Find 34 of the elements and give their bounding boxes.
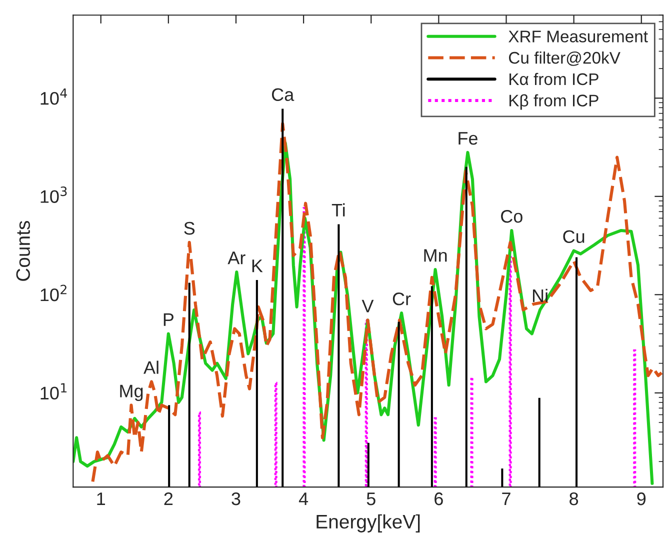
x-tick-label: 4 xyxy=(298,492,308,506)
annotation: S xyxy=(184,222,195,235)
x-tick-label: 2 xyxy=(164,492,173,506)
y-axis-title: Counts xyxy=(16,220,30,281)
annotation: Co xyxy=(501,210,522,223)
x-tick-label: 9 xyxy=(637,492,646,506)
annotation: Cr xyxy=(392,292,411,306)
annotation: K xyxy=(252,260,263,272)
x-tick-label: 1 xyxy=(97,492,105,506)
annotation: Mn xyxy=(424,249,447,262)
y-tick-label: 10$^{1}$ xyxy=(40,383,67,400)
y-tick-label: 10$^{3}$ xyxy=(40,186,67,203)
annotation: V xyxy=(362,300,374,312)
x-tick-label: 5 xyxy=(366,492,376,506)
y-tick-label: 10$^{2}$ xyxy=(40,284,66,302)
annotation: Ti xyxy=(332,203,345,216)
annotation: Fe xyxy=(458,132,478,145)
x-tick-label: 8 xyxy=(570,492,578,506)
legend-label: Kα from ICP xyxy=(510,72,598,86)
annotation: P xyxy=(164,313,174,326)
x-axis-title: Energy[keV] xyxy=(316,514,420,532)
legend-label: XRF Measurement xyxy=(508,30,648,42)
x-tick-label: 7 xyxy=(502,492,510,506)
annotation: Mg xyxy=(120,384,143,402)
x-tick-label: 3 xyxy=(232,492,240,506)
annotation: Ni xyxy=(532,288,548,302)
y-tick-label: 10$^{4}$ xyxy=(40,88,67,105)
annotation: Cu xyxy=(563,230,584,243)
annotation: Ar xyxy=(228,252,246,264)
x-tick-label: 6 xyxy=(434,492,443,506)
annotation: Ca xyxy=(272,88,294,102)
annotation: Al xyxy=(144,360,158,374)
legend-label: Kβ from ICP xyxy=(510,94,598,110)
legend-label: Cu filter@20kV xyxy=(509,51,620,66)
